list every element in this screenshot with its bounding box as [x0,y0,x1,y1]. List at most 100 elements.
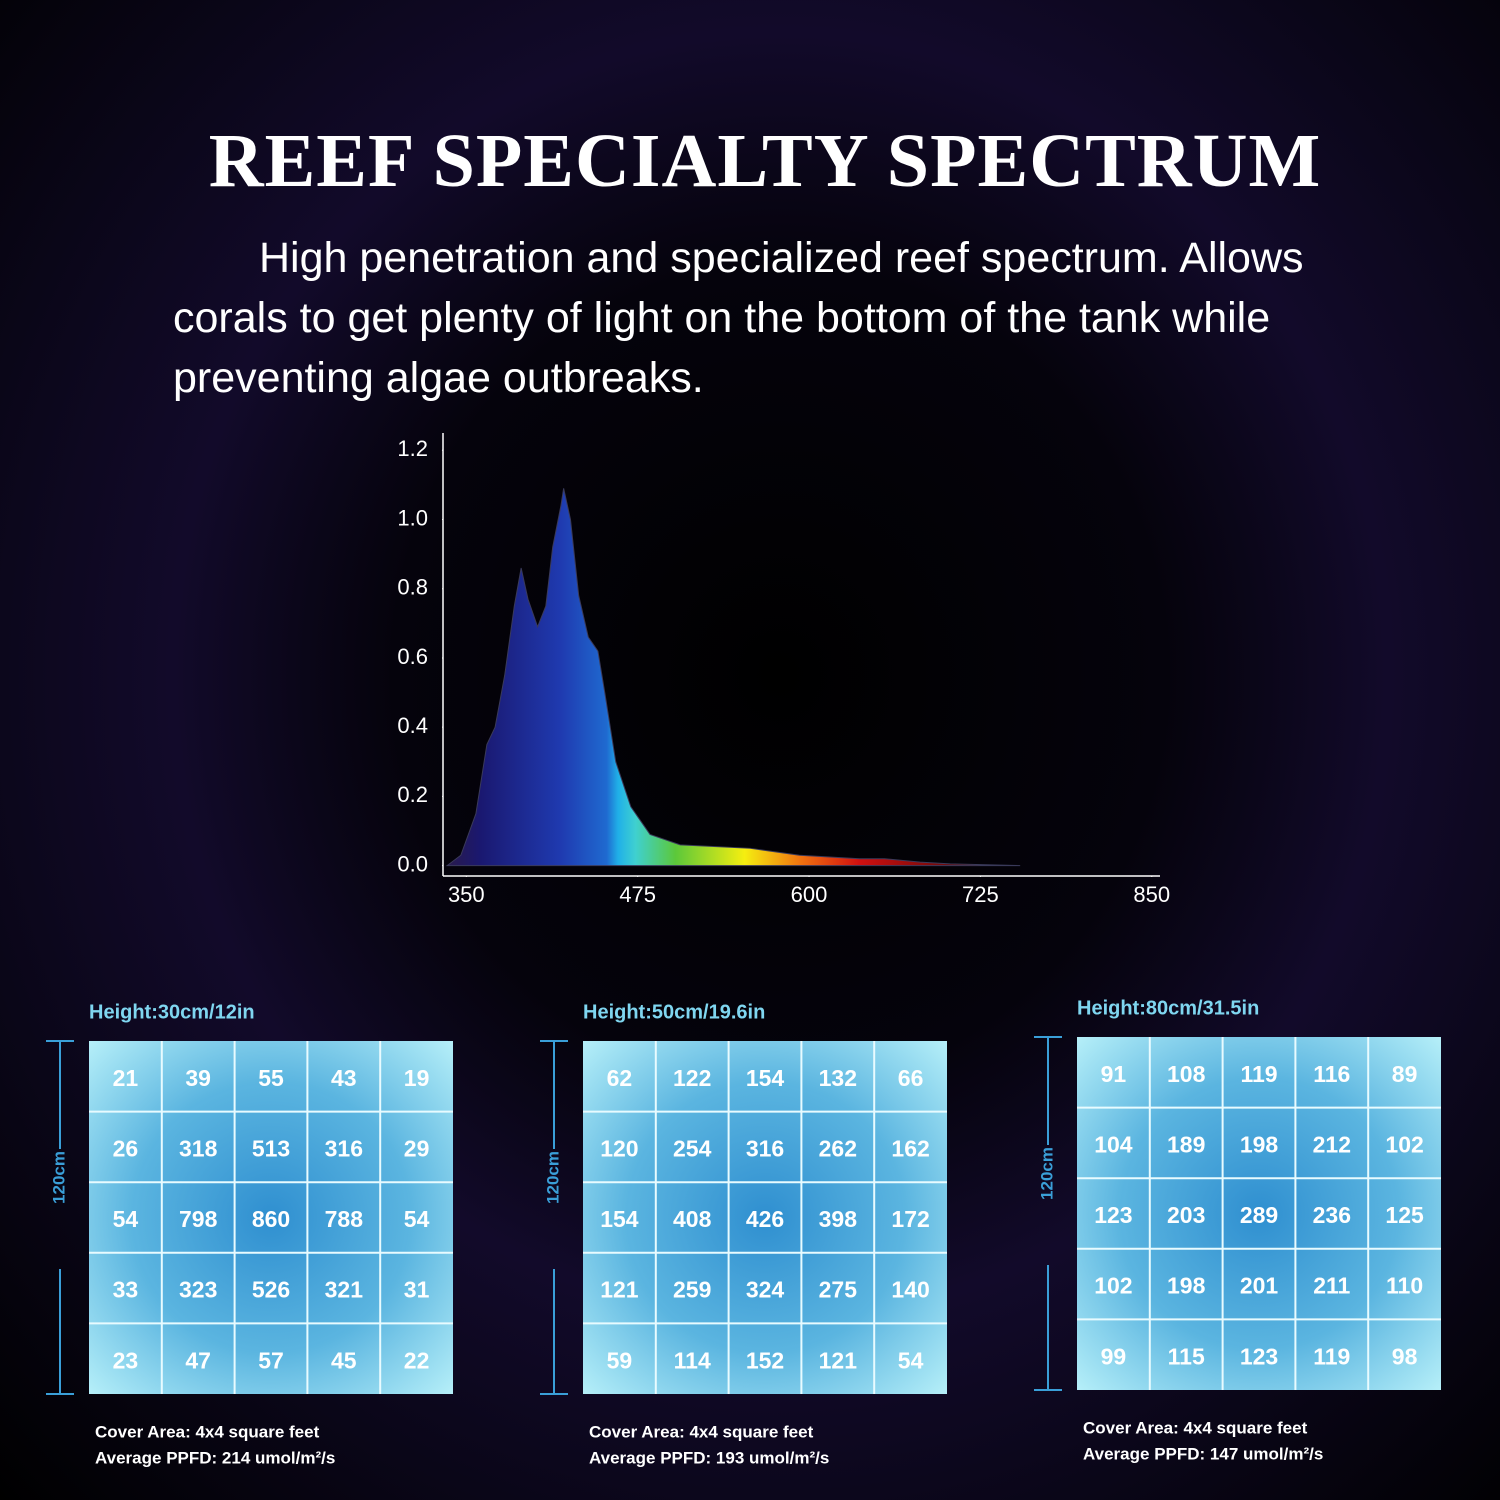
cell-value: 123 [1240,1343,1278,1369]
cell-value: 45 [331,1347,357,1373]
average-ppfd: Average PPFD: 214 umol/m²/s [95,1448,335,1467]
dimension-label: 120cm [49,1151,68,1204]
cell-value: 55 [258,1065,284,1091]
cell-value: 398 [819,1206,858,1232]
cell-value: 89 [1392,1061,1418,1087]
cell-value: 275 [819,1277,858,1303]
cell-value: 125 [1385,1202,1424,1228]
grid-height: Height:30cm/12in [89,1001,255,1023]
x-tick-label: 725 [962,882,999,907]
cell-value: 104 [1094,1132,1133,1158]
y-tick-label: 0.0 [397,851,428,876]
average-ppfd: Average PPFD: 147 umol/m²/s [1083,1444,1323,1463]
cell-value: 860 [252,1206,290,1232]
cell-value: 324 [746,1277,785,1303]
cell-value: 31 [404,1277,430,1303]
cell-value: 154 [746,1065,785,1091]
y-tick-label: 0.8 [397,575,428,600]
cell-value: 172 [891,1206,929,1232]
cell-value: 26 [113,1136,139,1162]
y-tick-label: 0.4 [397,713,428,738]
cell-value: 121 [819,1347,858,1373]
cell-value: 211 [1313,1273,1350,1299]
cell-value: 66 [898,1065,924,1091]
x-tick-label: 475 [619,882,656,907]
cell-value: 323 [179,1277,217,1303]
grid-bg [1077,1037,1441,1390]
y-tick-label: 0.2 [397,782,428,807]
cell-value: 236 [1313,1202,1351,1228]
cell-value: 62 [607,1065,633,1091]
cell-value: 212 [1313,1132,1351,1158]
cell-value: 513 [252,1136,290,1162]
x-tick-label: 350 [448,882,485,907]
cell-value: 91 [1101,1061,1127,1087]
cell-value: 321 [325,1277,364,1303]
cell-value: 198 [1240,1132,1279,1158]
cell-value: 21 [113,1065,139,1091]
cell-value: 262 [819,1136,857,1162]
cell-value: 98 [1392,1343,1418,1369]
grid-bg [89,1041,453,1394]
cell-value: 254 [673,1136,712,1162]
cell-value: 23 [113,1347,139,1373]
cell-value: 110 [1386,1273,1423,1299]
cell-value: 54 [404,1206,430,1232]
page-subtitle: High penetration and specialized reef sp… [173,234,1304,402]
cell-value: 22 [404,1347,430,1373]
cell-value: 123 [1094,1202,1132,1228]
cell-value: 115 [1168,1343,1205,1369]
average-ppfd: Average PPFD: 193 umol/m²/s [589,1448,829,1467]
grid-height: Height:50cm/19.6in [583,1001,765,1023]
cell-value: 140 [891,1277,929,1303]
cell-value: 259 [673,1277,711,1303]
cell-value: 189 [1167,1132,1205,1158]
spectrum-area [445,488,1021,867]
cell-value: 19 [404,1065,430,1091]
cell-value: 29 [404,1136,430,1162]
cell-value: 102 [1385,1132,1423,1158]
cell-value: 47 [185,1347,211,1373]
cell-value: 33 [113,1277,139,1303]
cell-value: 119 [1240,1061,1277,1087]
cell-value: 54 [898,1347,924,1373]
grid-height: Height:80cm/31.5in [1077,997,1259,1019]
page-title: REEF SPECIALTY SPECTRUM [208,119,1322,203]
cell-value: 526 [252,1277,290,1303]
cell-value: 318 [179,1136,218,1162]
dimension-label: 120cm [1037,1147,1056,1200]
grid-bg [583,1041,947,1394]
dimension-label: 120cm [543,1151,562,1204]
cell-value: 201 [1240,1273,1279,1299]
cell-value: 102 [1094,1273,1132,1299]
cell-value: 54 [113,1206,139,1232]
cell-value: 162 [891,1136,929,1162]
x-tick-label: 850 [1133,882,1170,907]
cover-area: Cover Area: 4x4 square feet [95,1422,320,1441]
cell-value: 788 [325,1206,364,1232]
cell-value: 426 [746,1206,784,1232]
y-tick-label: 0.6 [397,644,428,669]
cell-value: 152 [746,1347,784,1373]
x-tick-label: 600 [791,882,828,907]
cell-value: 316 [746,1136,784,1162]
cell-value: 289 [1240,1202,1278,1228]
cell-value: 108 [1167,1061,1206,1087]
cell-value: 798 [179,1206,218,1232]
cell-value: 154 [600,1206,639,1232]
cell-value: 198 [1167,1273,1206,1299]
cell-value: 120 [600,1136,638,1162]
cell-value: 39 [185,1065,211,1091]
cell-value: 132 [819,1065,857,1091]
cell-value: 122 [673,1065,711,1091]
cover-area: Cover Area: 4x4 square feet [1083,1418,1308,1437]
cell-value: 316 [325,1136,363,1162]
cell-value: 59 [607,1347,633,1373]
cell-value: 121 [600,1277,639,1303]
y-tick-label: 1.2 [397,436,428,461]
cell-value: 43 [331,1065,357,1091]
cell-value: 57 [258,1347,284,1373]
cell-value: 99 [1101,1343,1127,1369]
